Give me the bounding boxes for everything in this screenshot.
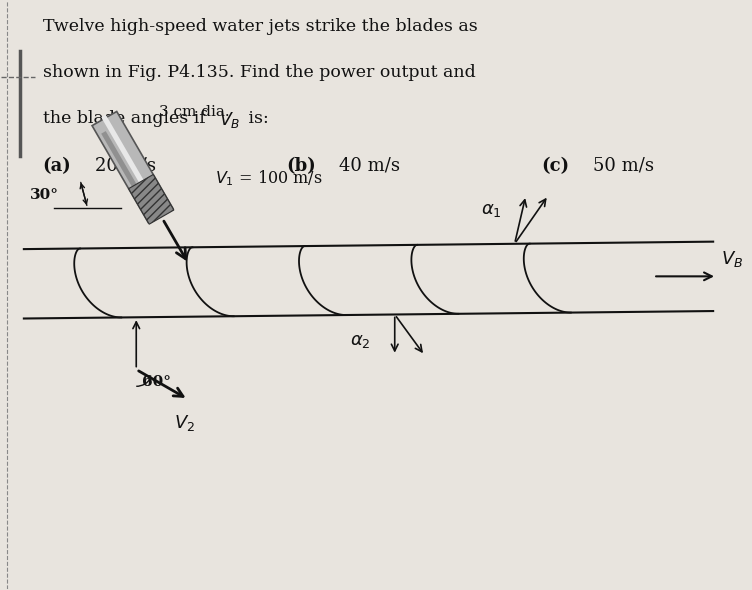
Text: (b): (b) [286, 156, 316, 175]
Polygon shape [129, 175, 174, 224]
Text: the blade angles if: the blade angles if [43, 110, 211, 127]
Text: $V_B$: $V_B$ [219, 110, 240, 130]
Text: $V_1$ = 100 m/s: $V_1$ = 100 m/s [215, 168, 323, 188]
Text: Twelve high-speed water jets strike the blades as: Twelve high-speed water jets strike the … [43, 18, 478, 35]
Polygon shape [102, 131, 156, 221]
Text: 40 m/s: 40 m/s [338, 156, 399, 175]
Text: 3 cm dia.: 3 cm dia. [159, 104, 229, 119]
Polygon shape [102, 114, 156, 205]
Text: 50 m/s: 50 m/s [593, 156, 654, 175]
Polygon shape [92, 112, 173, 222]
Text: $V_2$: $V_2$ [174, 413, 195, 433]
Text: $V_B$: $V_B$ [720, 249, 743, 269]
Text: is:: is: [243, 110, 268, 127]
Text: (c): (c) [541, 156, 569, 175]
Text: $\alpha_1$: $\alpha_1$ [481, 201, 502, 219]
Text: 20 m/s: 20 m/s [95, 156, 156, 175]
Text: 30°: 30° [30, 188, 59, 202]
Text: $\alpha_2$: $\alpha_2$ [350, 332, 371, 350]
Text: shown in Fig. P4.135. Find the power output and: shown in Fig. P4.135. Find the power out… [43, 64, 475, 81]
Text: 60°: 60° [142, 375, 171, 389]
Text: (a): (a) [43, 156, 71, 175]
